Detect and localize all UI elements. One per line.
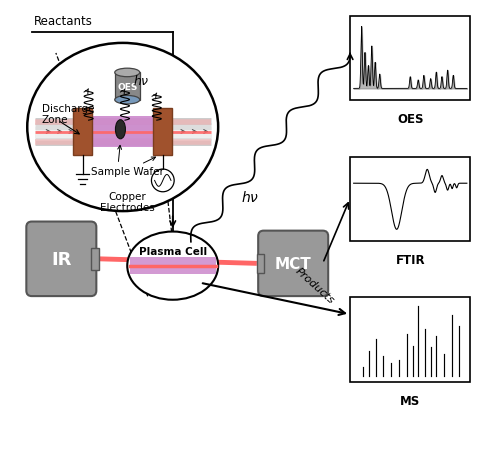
Ellipse shape [115, 96, 140, 105]
Ellipse shape [128, 232, 218, 300]
Bar [115, 73, 140, 101]
Text: Plasma Cell: Plasma Cell [138, 246, 207, 256]
Text: MCT: MCT [275, 256, 312, 271]
Ellipse shape [27, 44, 218, 212]
Text: Reactants: Reactants [34, 15, 93, 28]
Ellipse shape [115, 69, 140, 77]
Text: MS: MS [400, 394, 420, 407]
Bar [350, 298, 470, 382]
Bar [350, 157, 470, 241]
Text: Sample Wafer: Sample Wafer [91, 166, 164, 176]
FancyBboxPatch shape [258, 231, 328, 297]
Bar [73, 108, 92, 156]
FancyBboxPatch shape [130, 258, 216, 275]
Bar [350, 16, 470, 101]
Text: $h\nu$: $h\nu$ [241, 189, 259, 204]
Text: FTIR: FTIR [396, 254, 425, 267]
Bar [154, 108, 172, 156]
FancyBboxPatch shape [91, 248, 99, 270]
Circle shape [152, 170, 174, 192]
Text: OES: OES [117, 82, 138, 91]
Text: Products: Products [293, 265, 336, 305]
FancyBboxPatch shape [257, 254, 264, 273]
Bar [92, 117, 154, 148]
Text: Copper
Electrodes: Copper Electrodes [100, 191, 154, 213]
FancyBboxPatch shape [26, 222, 96, 297]
Text: $h\nu$: $h\nu$ [132, 74, 149, 88]
Text: OES: OES [397, 113, 423, 126]
Text: IR: IR [51, 250, 72, 268]
Text: Discharge
Zone: Discharge Zone [42, 103, 94, 125]
Ellipse shape [116, 121, 126, 140]
